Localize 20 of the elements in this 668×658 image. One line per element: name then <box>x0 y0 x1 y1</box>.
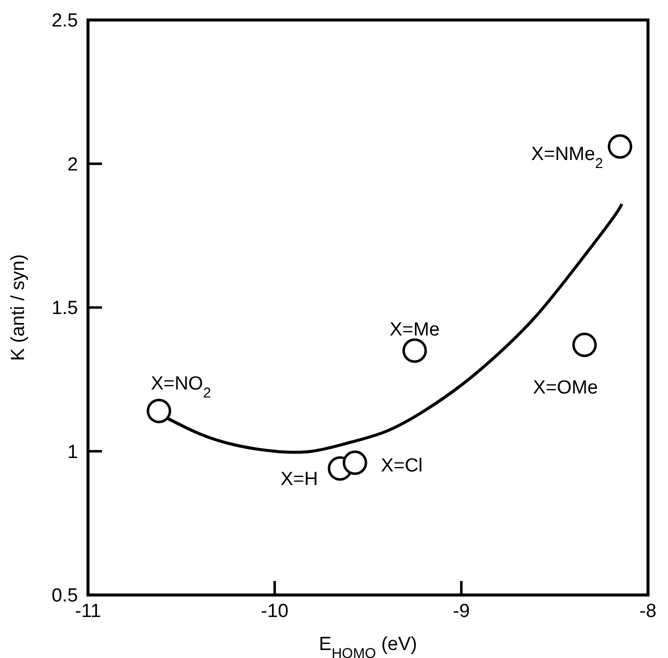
annotation: X=NMe$_{2}$ <box>531 144 604 172</box>
annotation: X=H <box>280 469 318 490</box>
point <box>146 398 172 424</box>
annotation: X=Me <box>390 319 440 340</box>
x-axis-title: E$_{HOMO}$ (eV) <box>318 634 418 658</box>
y-tick-label: 2.5 <box>52 10 78 32</box>
x-tick-label: -9 <box>452 601 470 622</box>
point <box>572 332 597 358</box>
y-axis-title: K (anti / syn) <box>8 254 29 361</box>
y-tick-label: 2 <box>67 154 78 176</box>
annotation: X=NO$_{2}$ <box>150 374 212 402</box>
x-tick-label: -8 <box>640 601 656 622</box>
point <box>608 134 632 159</box>
point <box>402 338 427 363</box>
x-tick-label: -10 <box>260 601 288 622</box>
y-tick-label: 1 <box>67 442 78 463</box>
point <box>342 450 368 475</box>
y-tick-label: 1.5 <box>52 298 78 320</box>
annotation: X=OMe <box>533 378 598 399</box>
annotation: X=Cl <box>380 455 423 476</box>
